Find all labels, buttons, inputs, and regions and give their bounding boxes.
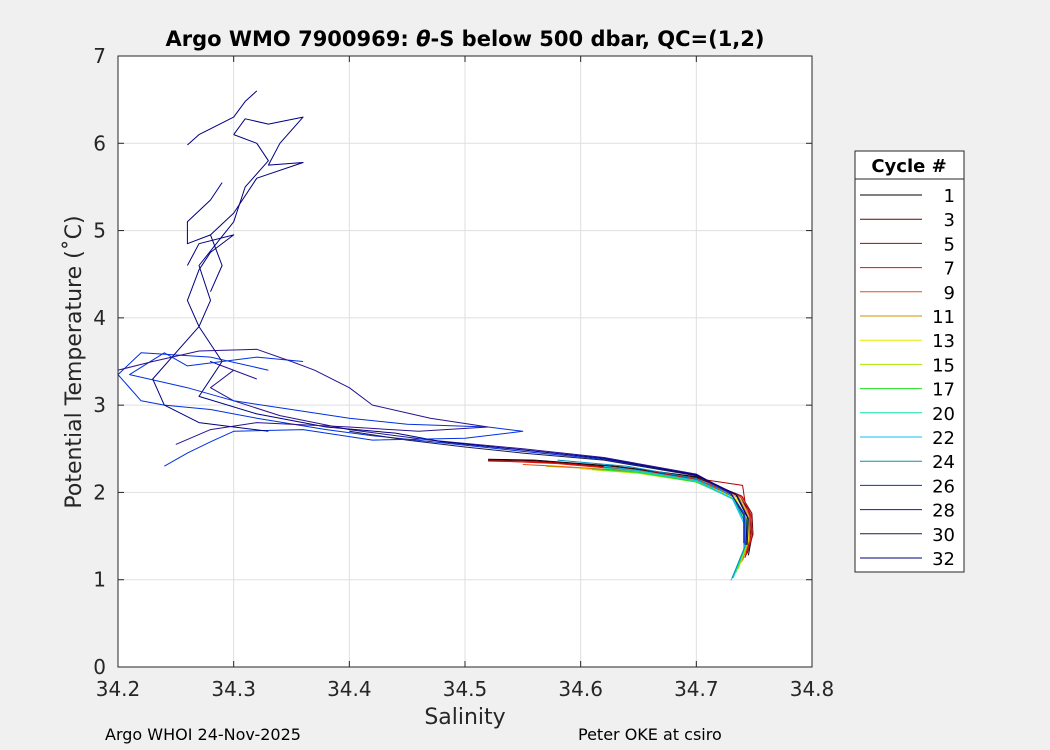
x-tick-label: 34.5	[443, 677, 488, 701]
y-tick-label: 0	[93, 655, 106, 679]
y-tick-label: 5	[93, 219, 106, 243]
y-tick-label: 1	[93, 568, 106, 592]
x-tick-label: 34.3	[211, 677, 256, 701]
series-line-cycle-32	[198, 134, 748, 545]
legend-label-cycle-7: 7	[944, 259, 955, 280]
series-lines	[118, 90, 754, 581]
y-tick-label: 3	[93, 393, 106, 417]
legend-label-cycle-32: 32	[932, 549, 955, 570]
y-axis-label: Potential Temperature (˚C)	[62, 215, 87, 508]
legend-label-cycle-24: 24	[932, 452, 955, 473]
x-tick-label: 34.8	[790, 677, 835, 701]
x-tick-label: 34.2	[96, 677, 141, 701]
y-tick-label: 4	[93, 306, 106, 330]
legend-label-cycle-20: 20	[932, 404, 955, 425]
series-line-cycle-28	[210, 361, 745, 544]
y-tick-label: 6	[93, 131, 106, 155]
legend-label-cycle-17: 17	[932, 380, 955, 401]
footer-left: Argo WHOI 24-Nov-2025	[105, 725, 301, 744]
x-axis-label: Salinity	[424, 705, 505, 730]
chart-title: Argo WMO 7900969: θ-S below 500 dbar, QC…	[165, 27, 764, 51]
legend-label-cycle-30: 30	[932, 525, 955, 546]
legend-label-cycle-26: 26	[932, 476, 955, 497]
axis-ticks: 34.2 34.3 34.4 34.5 34.6 34.7 34.8 0 1 2 3 4 5 6 7	[93, 44, 834, 701]
grid	[118, 56, 812, 667]
legend-label-cycle-28: 28	[932, 501, 955, 522]
legend-label-cycle-22: 22	[932, 428, 955, 449]
series-line-cycle-32-segment	[186, 182, 223, 245]
series-line-cycle-32-segment	[187, 90, 258, 146]
series-line-cycle-32-segment	[152, 234, 269, 432]
legend-label-cycle-9: 9	[944, 283, 955, 304]
legend-box	[854, 150, 965, 573]
legend-label-cycle-15: 15	[932, 355, 955, 376]
series-line-cycle-32-segment	[210, 116, 304, 292]
legend-label-cycle-3: 3	[944, 210, 955, 231]
legend-label-cycle-5: 5	[944, 234, 955, 255]
x-tick-label: 34.4	[327, 677, 372, 701]
y-tick-label: 2	[93, 480, 106, 504]
series-line-cycle-5	[488, 460, 752, 559]
series-line-cycle-28-segment	[118, 348, 489, 445]
footer-right: Peter OKE at csiro	[578, 725, 722, 744]
x-tick-label: 34.7	[674, 677, 719, 701]
legend-label-cycle-1: 1	[944, 186, 955, 207]
series-line-cycle-26-segment	[129, 352, 524, 467]
x-tick-label: 34.6	[558, 677, 603, 701]
legend-title: Cycle #	[871, 156, 946, 177]
legend-label-cycle-11: 11	[932, 307, 955, 328]
legend-label-cycle-13: 13	[932, 331, 955, 352]
y-tick-label: 7	[93, 44, 106, 68]
